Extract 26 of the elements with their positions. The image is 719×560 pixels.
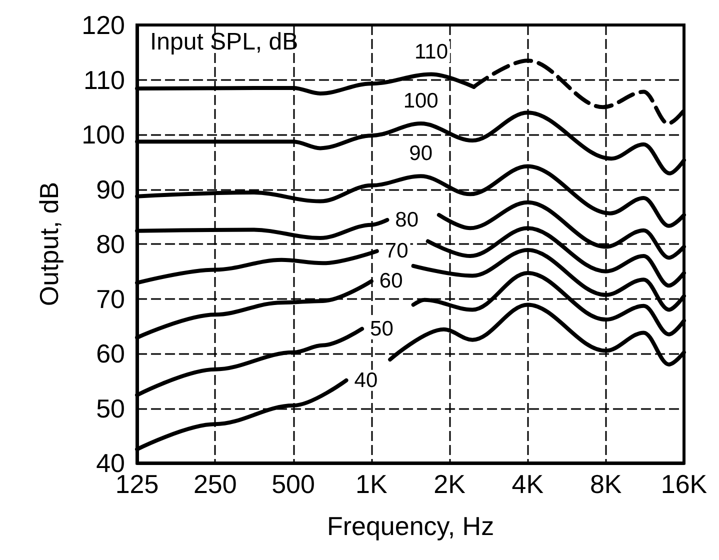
y-tick-label: 110	[84, 64, 125, 95]
y-tick-label: 60	[96, 338, 125, 368]
x-axis-title: Frequency, Hz	[326, 511, 494, 541]
series-label: 50	[370, 317, 394, 340]
y-axis-title: Output, dB	[34, 182, 64, 306]
x-tick-label: 500	[272, 469, 315, 499]
x-tick-label: 1K	[356, 469, 388, 499]
series-label: 60	[379, 270, 403, 293]
x-tick-label: 250	[193, 469, 237, 499]
series-label: 100	[403, 90, 438, 113]
x-tick-label: 2K	[434, 469, 466, 499]
y-tick-label: 50	[96, 393, 125, 424]
x-tick-label: 8K	[590, 469, 622, 499]
y-tick-label: 100	[82, 120, 125, 150]
series-label: 70	[384, 240, 408, 263]
y-tick-label: 120	[82, 10, 125, 40]
series-label: 90	[409, 142, 433, 166]
y-tick-label: 70	[96, 284, 125, 314]
x-tick-label: 16K	[660, 469, 708, 499]
series-label: 40	[354, 368, 378, 392]
legend-title: Input SPL, dB	[150, 28, 298, 56]
series-label: 110	[414, 40, 448, 64]
x-tick-label: 4K	[512, 469, 544, 499]
y-tick-label: 90	[96, 174, 125, 204]
y-tick-label: 80	[96, 229, 125, 259]
series-label: 80	[395, 208, 419, 232]
